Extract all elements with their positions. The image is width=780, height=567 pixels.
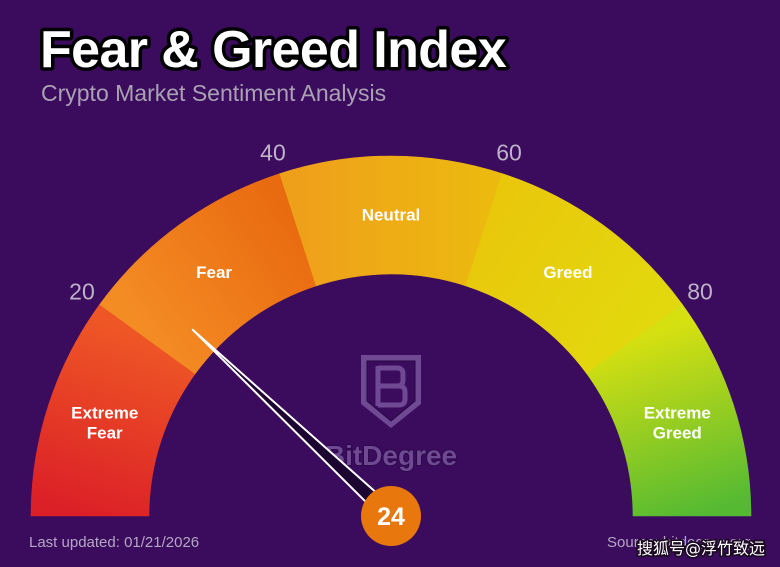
gauge-arc [30, 155, 752, 517]
gauge-segment-label-neutral: Neutral [362, 206, 421, 225]
gauge-segment-label-greed: Greed [543, 263, 592, 282]
page-title: Fear & Greed Index [40, 21, 507, 79]
gauge-tick-labels: 20 40 60 80 [69, 140, 713, 305]
gauge-segment-label-extreme-greed: Extreme [644, 403, 711, 422]
gauge-segment-label-fear: Fear [196, 263, 232, 282]
gauge-segment-label-extreme-fear: Extreme [71, 403, 138, 422]
source-text: Source: bitdegree.org [607, 534, 751, 551]
value-label: 24 [377, 503, 405, 531]
gauge-tick-label: 80 [687, 278, 713, 304]
gauge-segment-extreme-greed [586, 303, 752, 517]
last-updated-text: Last updated: 01/21/2026 [29, 534, 199, 551]
gauge-tick-label: 60 [496, 140, 522, 166]
gauge-segment-label-extreme-greed: Greed [653, 423, 702, 442]
sohu-watermark: 搜狐号@浮竹致远 [637, 539, 765, 558]
bitdegree-shield-icon [361, 355, 421, 428]
gauge-tick-label: 20 [69, 278, 95, 304]
value-badge [361, 486, 421, 546]
page-subtitle: Crypto Market Sentiment Analysis [41, 80, 386, 106]
gauge-tick-label: 40 [260, 140, 286, 166]
gauge-segment-label-extreme-fear: Fear [87, 423, 123, 442]
